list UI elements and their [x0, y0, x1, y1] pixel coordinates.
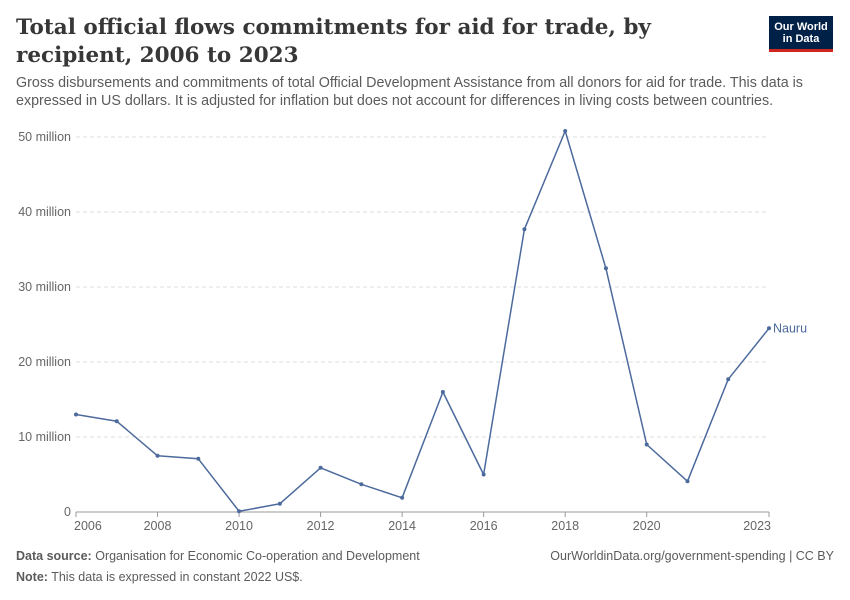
data-point — [74, 412, 78, 417]
data-source: Data source: Organisation for Economic C… — [16, 548, 420, 564]
x-tick-label: 2020 — [633, 519, 661, 533]
series-label-nauru: Nauru — [773, 321, 807, 335]
y-tick-label: 0 — [64, 505, 71, 519]
x-tick-label: 2008 — [144, 519, 172, 533]
owid-logo[interactable]: Our World in Data — [769, 16, 833, 52]
data-point — [767, 326, 771, 331]
data-source-link[interactable]: Organisation for Economic Co-operation a… — [95, 549, 420, 563]
chart-note: Note: This data is expressed in constant… — [16, 569, 303, 585]
data-point — [114, 419, 119, 424]
data-point — [563, 129, 568, 133]
y-tick-label: 50 million — [18, 130, 71, 144]
data-point — [522, 227, 527, 232]
x-tick-label: 2006 — [74, 519, 102, 533]
logo-line-1: Our World — [774, 21, 828, 33]
x-tick-label: 2012 — [307, 519, 335, 533]
x-tick-label: 2018 — [551, 519, 579, 533]
data-point — [196, 456, 201, 461]
data-point — [400, 495, 405, 500]
source-url[interactable]: OurWorldinData.org/government-spending |… — [550, 549, 834, 563]
data-point — [155, 453, 160, 458]
x-tick-label: 2023 — [743, 519, 771, 533]
data-point — [644, 442, 649, 447]
data-point — [603, 266, 608, 271]
y-tick-label: 20 million — [18, 355, 71, 369]
data-point — [318, 465, 323, 470]
note-label: Note: — [16, 570, 48, 584]
data-point — [440, 390, 445, 394]
x-tick-label: 2014 — [388, 519, 416, 533]
y-tick-label: 40 million — [18, 205, 71, 219]
series-line-nauru — [75, 130, 770, 513]
logo-line-2: in Data — [782, 33, 820, 45]
data-point — [237, 509, 242, 514]
data-point — [277, 501, 282, 506]
data-source-label: Data source: — [16, 549, 92, 563]
data-point — [359, 482, 364, 487]
chart-subtitle: Gross disbursements and commitments of t… — [16, 75, 803, 109]
y-tick-label: 30 million — [18, 280, 71, 294]
x-tick-label: 2010 — [225, 519, 253, 533]
data-point — [481, 472, 486, 477]
x-tick-label: 2016 — [470, 519, 498, 533]
data-point — [726, 377, 731, 382]
note-text: This data is expressed in constant 2022 … — [51, 570, 303, 584]
y-tick-label: 10 million — [18, 430, 71, 444]
chart-title: Total official flows commitments for aid… — [16, 15, 651, 68]
data-point — [685, 479, 690, 484]
